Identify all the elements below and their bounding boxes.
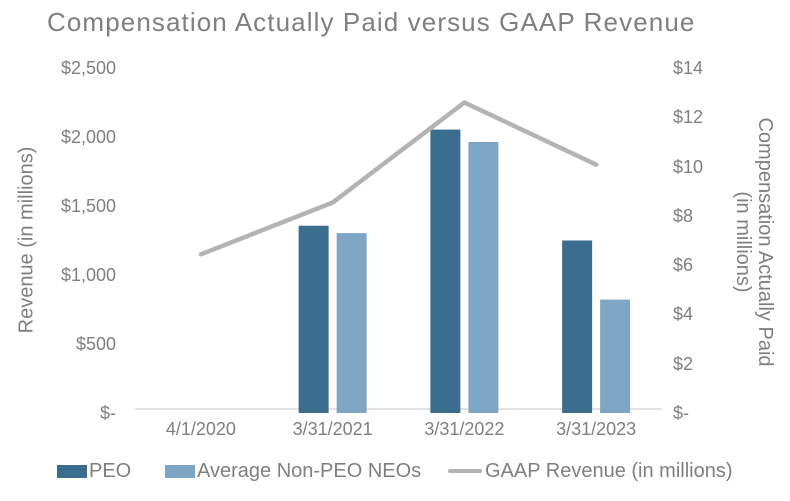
right-axis-tick: $6 [673,255,694,276]
right-axis-tick: $10 [673,156,704,177]
legend-label-peo: PEO [89,459,132,482]
left-axis-tick: $500 [75,334,116,354]
right-axis-tick: $- [673,403,690,423]
left-axis-title: Revenue (in millions) [15,146,38,334]
peo-swatch-icon [57,464,87,478]
legend-item-non-peo-neos: Average Non-PEO NEOs [165,459,422,482]
x-axis-label: 4/1/2020 [165,419,236,439]
peo-bar [430,129,461,413]
non-peo-swatch-icon [165,464,195,478]
left-axis-tick: $1,500 [60,196,116,216]
right-axis-tick: $2 [673,353,694,374]
right-axis-tick: $8 [673,205,694,226]
right-axis-title-line1: Compensation Actually Paid [754,117,776,367]
legend-label-gaap-revenue: GAAP Revenue (in millions) [485,459,733,482]
plot-svg [135,100,662,413]
gaap-revenue-line-swatch-icon [448,468,482,474]
right-axis-tick: $14 [673,58,704,78]
legend-item-peo: PEO [57,459,132,482]
gaap-revenue-line [198,100,599,257]
non-peo-bar [600,299,631,413]
right-axis-tick: $4 [673,304,694,325]
legend-label-non-peo-neos: Average Non-PEO NEOs [197,459,422,482]
peo-bar [298,225,329,413]
right-axis-title-line2: (in millions) [732,191,754,293]
chart-title: Compensation Actually Paid versus GAAP R… [47,7,696,37]
left-axis-tick: $2,500 [60,58,116,78]
left-axis-tick: $1,000 [60,265,116,285]
left-axis-tick: $2,000 [60,127,116,147]
legend-item-gaap-revenue: GAAP Revenue (in millions) [448,459,733,482]
x-axis-label: 3/31/2023 [556,419,637,439]
non-peo-bar [468,141,499,413]
non-peo-bar [336,233,367,413]
x-axis-label: 3/31/2021 [292,419,373,439]
right-axis-tick: $12 [673,107,704,128]
right-axis-title: Compensation Actually Paid (in millions) [732,117,776,366]
x-axis-label: 3/31/2022 [424,419,505,439]
left-axis-tick: $- [99,403,116,423]
plot-area [135,68,662,413]
peo-bar [562,240,593,413]
